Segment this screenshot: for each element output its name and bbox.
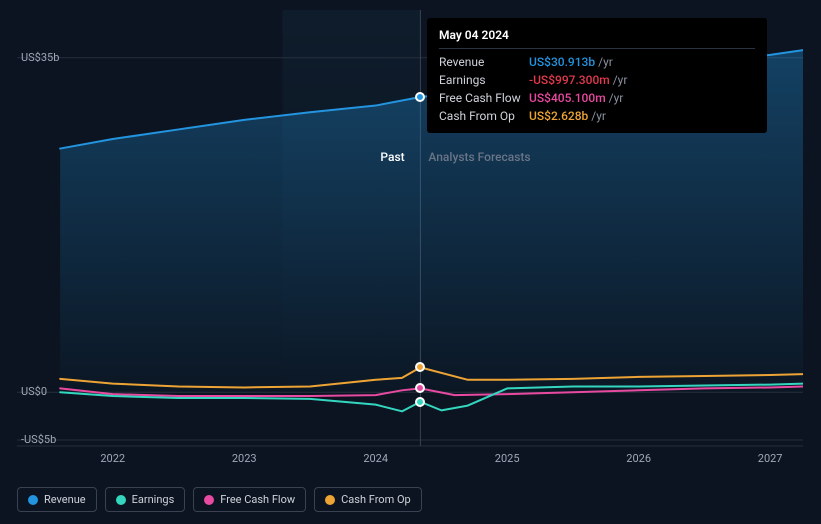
tooltip-value: US$2.628b xyxy=(529,107,588,125)
y-axis-label: US$35b xyxy=(21,51,59,64)
legend-label: Earnings xyxy=(132,493,175,506)
tooltip-unit: /yr xyxy=(591,107,606,125)
legend-dot-icon xyxy=(116,495,126,505)
tooltip-unit: /yr xyxy=(609,89,624,107)
x-axis-label: 2024 xyxy=(363,452,388,465)
y-axis-label: -US$5b xyxy=(21,433,56,446)
tooltip-value: US$405.100m xyxy=(529,89,606,107)
legend: Revenue Earnings Free Cash Flow Cash From O… xyxy=(17,487,422,512)
legend-item-revenue[interactable]: Revenue xyxy=(17,487,97,512)
y-axis-label: US$0 xyxy=(21,385,47,398)
legend-dot-icon xyxy=(325,495,335,505)
tooltip-unit: /yr xyxy=(613,71,628,89)
past-label: Past xyxy=(380,150,404,164)
tooltip-value: -US$997.300m xyxy=(529,71,610,89)
x-axis-label: 2023 xyxy=(232,452,257,465)
tooltip-label: Cash From Op xyxy=(439,107,529,125)
tooltip-row: Free Cash FlowUS$405.100m/yr xyxy=(439,89,755,107)
hover-dot-revenue xyxy=(415,92,425,102)
hover-tooltip: May 04 2024 RevenueUS$30.913b/yrEarnings… xyxy=(427,18,767,133)
tooltip-label: Free Cash Flow xyxy=(439,89,529,107)
legend-label: Revenue xyxy=(44,493,86,506)
legend-label: Free Cash Flow xyxy=(220,493,295,506)
x-axis-label: 2025 xyxy=(495,452,520,465)
tooltip-value: US$30.913b xyxy=(529,53,595,71)
tooltip-row: RevenueUS$30.913b/yr xyxy=(439,53,755,71)
legend-item-earnings[interactable]: Earnings xyxy=(105,487,186,512)
legend-item-free-cash-flow[interactable]: Free Cash Flow xyxy=(193,487,306,512)
tooltip-row: Earnings-US$997.300m/yr xyxy=(439,71,755,89)
x-axis-label: 2022 xyxy=(100,452,125,465)
legend-item-cash-from-op[interactable]: Cash From Op xyxy=(314,487,422,512)
legend-label: Cash From Op xyxy=(341,493,411,506)
legend-dot-icon xyxy=(28,495,38,505)
tooltip-label: Earnings xyxy=(439,71,529,89)
hover-dot-cash-from-op xyxy=(415,362,425,372)
tooltip-date: May 04 2024 xyxy=(439,26,755,49)
forecast-label: Analysts Forecasts xyxy=(428,150,530,164)
legend-dot-icon xyxy=(204,495,214,505)
x-axis-label: 2027 xyxy=(758,452,783,465)
hover-dot-earnings xyxy=(415,397,425,407)
x-axis-label: 2026 xyxy=(626,452,651,465)
hover-dot-free-cash-flow xyxy=(415,383,425,393)
tooltip-label: Revenue xyxy=(439,53,529,71)
tooltip-row: Cash From OpUS$2.628b/yr xyxy=(439,107,755,125)
tooltip-unit: /yr xyxy=(598,53,613,71)
